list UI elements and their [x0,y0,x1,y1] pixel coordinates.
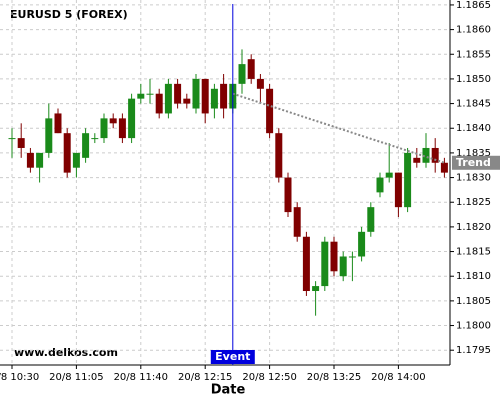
candle-body [26,152,34,168]
candle-body [422,147,430,163]
candle-body [330,241,338,272]
candle-body [128,98,136,139]
trend-label-box [452,155,500,170]
trend-label: Trend [456,156,491,169]
candle-body [376,177,384,193]
candle-body [385,172,393,178]
plot-area [0,0,450,365]
candle-body [155,93,163,114]
candle-body [91,138,99,140]
candle-body [8,138,16,140]
candle-body [394,172,402,208]
y-tick-label: 1.1835 [456,148,491,159]
event-label-box [210,350,255,364]
candle-body [367,207,375,232]
y-tick-label: 1.1840 [456,123,491,134]
x-tick-label: 20/8 13:25 [307,372,361,383]
candle-body [220,83,228,109]
candle-body [183,98,191,104]
candle-body [348,256,356,258]
candle-body [201,78,209,114]
y-tick-label: 1.1800 [456,321,491,332]
y-tick-label: 1.1810 [456,271,491,282]
x-axis-title: Date [211,383,246,398]
candle-body [358,231,366,257]
y-tick-label: 1.1855 [456,49,491,60]
candle-body [118,118,126,139]
candle-body [238,64,246,84]
x-tick-label: 20/8 12:15 [178,372,232,383]
candle-body [17,138,25,148]
candle-body [210,88,218,109]
candle-body [146,93,154,95]
candle-body [413,157,421,163]
y-tick-label: 1.1815 [456,247,491,258]
candle-body [339,256,347,277]
event-label: Event [215,350,250,363]
x-tick-label: 20/8 10:30 [0,372,39,383]
candle-body [174,83,182,104]
candle-body [54,113,62,134]
candle-body [63,133,71,173]
candle-body [164,83,172,114]
candle-body [45,118,53,153]
candle-body [82,133,90,158]
candle-body [247,59,255,79]
x-tick-label: 20/8 12:50 [242,372,296,383]
y-tick-label: 1.1825 [456,197,491,208]
x-tick-label: 20/8 11:40 [114,372,168,383]
candle-body [275,133,283,178]
candle-body [137,93,145,99]
y-tick-label: 1.1830 [456,173,491,184]
candle-body [302,236,310,292]
candle-body [321,241,329,287]
y-tick-label: 1.1845 [456,99,491,110]
candle-body [192,78,200,109]
y-tick-label: 1.1850 [456,74,491,85]
chart-title: EURUSD 5 (FOREX) [10,8,128,21]
candle-body [100,118,108,139]
y-tick-label: 1.1805 [456,296,491,307]
candle-body [36,152,44,168]
candle-body [109,118,117,124]
candle-body [284,177,292,213]
y-tick-label: 1.1865 [456,0,491,11]
trend-line [232,92,445,164]
candle-body [440,162,448,173]
candle-body [293,207,301,237]
y-tick-label: 1.1860 [456,25,491,36]
watermark: www.delkos.com [14,346,118,359]
candle-body [431,147,439,163]
y-tick-label: 1.1820 [456,222,491,233]
x-tick-label: 20/8 11:05 [49,372,103,383]
candle-body [312,286,320,292]
candle-body [256,78,264,89]
candle-body [72,152,80,168]
candle-body [266,88,274,134]
y-tick-label: 1.1795 [456,345,491,356]
x-tick-label: 20/8 14:00 [371,372,425,383]
candle-body [404,152,412,208]
